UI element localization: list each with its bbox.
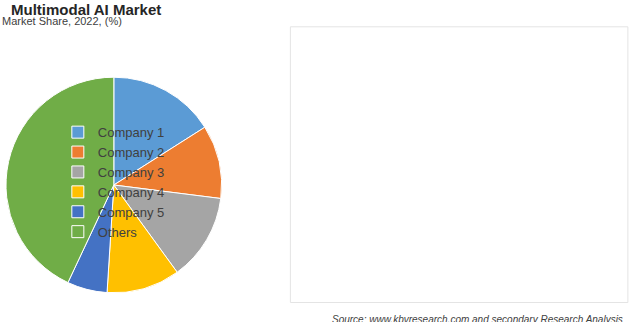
svg-text:Source: www.kbvresearch.com an: Source: www.kbvresearch.com and secondar… xyxy=(332,314,623,322)
svg-text:Company 4: Company 4 xyxy=(98,185,164,200)
svg-text:Company 5: Company 5 xyxy=(98,205,164,220)
svg-text:Company 1: Company 1 xyxy=(98,125,164,140)
svg-text:Company 2: Company 2 xyxy=(98,145,164,160)
svg-text:Market Share, 2022, (%): Market Share, 2022, (%) xyxy=(2,15,122,27)
svg-text:Multimodal AI Market: Multimodal AI Market xyxy=(11,1,161,18)
svg-text:Others: Others xyxy=(98,225,138,240)
svg-text:Company 3: Company 3 xyxy=(98,165,164,180)
